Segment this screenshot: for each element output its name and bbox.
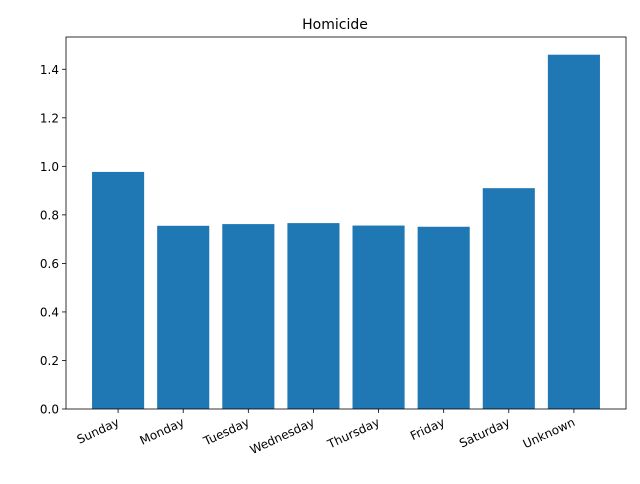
y-tick-label: 0.6 — [40, 257, 59, 271]
y-axis: 0.0 0.2 0.4 0.6 0.8 1.0 1.2 1.4 — [40, 63, 66, 417]
plot-frame — [65, 36, 627, 410]
axes-spines — [65, 36, 627, 410]
x-tick-label: Sunday — [75, 415, 122, 447]
x-tick-label: Monday — [138, 415, 187, 448]
bar-monday — [157, 225, 210, 409]
x-tick-label: Thursday — [324, 415, 381, 452]
bar-tuesday — [222, 224, 275, 409]
x-tick-label: Unknown — [521, 415, 577, 451]
y-tick-label: 0.8 — [40, 208, 59, 222]
x-tick-label: Saturday — [457, 415, 512, 451]
bar-thursday — [352, 225, 405, 409]
bar-friday — [417, 226, 470, 409]
x-tick-label: Tuesday — [201, 415, 252, 449]
y-tick-label: 1.4 — [40, 63, 59, 77]
x-tick-label: Friday — [408, 415, 447, 443]
y-tick-label: 0.2 — [40, 354, 59, 368]
bar-sunday — [92, 171, 145, 409]
chart-title: Homicide — [302, 17, 368, 33]
y-tick-label: 1.0 — [40, 160, 59, 174]
y-tick-label: 0.4 — [40, 305, 59, 319]
bar-saturday — [482, 188, 535, 409]
bars-layer — [92, 54, 600, 410]
bar-wednesday — [287, 223, 340, 409]
x-tick-label: Wednesday — [248, 415, 317, 457]
y-tick-label: 1.2 — [40, 111, 59, 125]
y-tick-label: 0.0 — [40, 403, 59, 417]
bar-unknown — [547, 54, 600, 410]
